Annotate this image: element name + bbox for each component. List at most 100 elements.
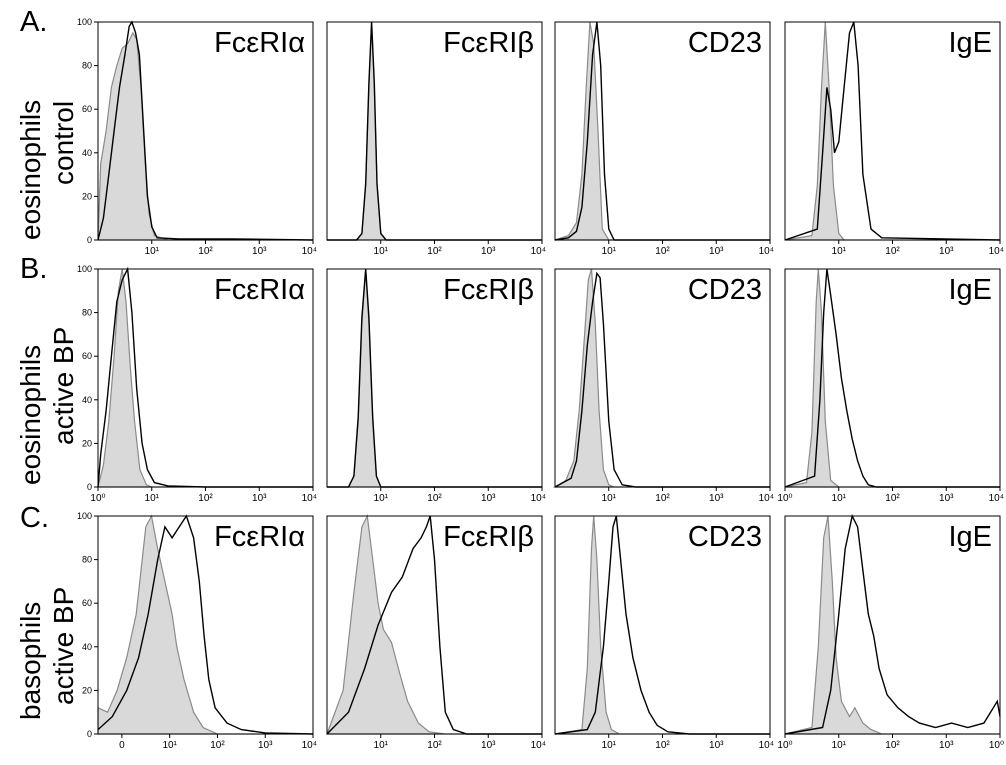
x-tick-label-row3-ige-2: 10² bbox=[885, 740, 900, 751]
x-tick-label-row3-cd23-3: 10⁴ bbox=[759, 740, 774, 751]
marker-label-row3-ige: IgE bbox=[948, 521, 992, 553]
x-tick-label-row2-ige-3: 10³ bbox=[939, 493, 954, 504]
panel-row2-ige: 10⁰ 10¹ 10² 10³ 10⁴ IgE bbox=[777, 268, 1004, 504]
panel-row1-ige: 10¹ 10² 10³ 10⁴ IgE bbox=[784, 21, 1004, 257]
x-tick-label-row2-fceria-3: 10³ bbox=[252, 493, 267, 504]
x-tick-label-row2-ige-4: 10⁴ bbox=[989, 493, 1004, 504]
marker-label-row1-cd23: CD23 bbox=[688, 27, 762, 59]
x-tick-label-row2-fcerib-1: 10² bbox=[427, 493, 442, 504]
sample-histogram-row2-cd23 bbox=[554, 271, 770, 488]
control-histogram-row3-fceria bbox=[97, 514, 313, 735]
x-tick-label-row1-ige-1: 10² bbox=[885, 246, 900, 257]
x-tick-label-row3-ige-0: 10⁰ bbox=[777, 740, 792, 751]
sample-histogram-row1-cd23 bbox=[554, 21, 770, 241]
x-tick-label-row3-fceria-1: 10¹ bbox=[162, 740, 177, 751]
y-tick-label-row1-fceria-1: 20 bbox=[82, 191, 92, 201]
x-tick-label-row3-ige-3: 10³ bbox=[939, 740, 954, 751]
marker-label-row2-fcerib: FcεRIβ bbox=[443, 274, 534, 306]
marker-label-row2-ige: IgE bbox=[948, 274, 992, 306]
y-tick-label-row2-fceria-5: 100 bbox=[77, 264, 92, 274]
panel-row3-ige: 10⁰ 10¹ 10² 10³ 10⁰ IgE bbox=[777, 513, 1004, 751]
y-tick-label-row3-fceria-3: 60 bbox=[82, 598, 92, 608]
marker-label-row3-fcerib: FcεRIβ bbox=[443, 521, 534, 553]
x-tick-label-row1-fceria-0: 10¹ bbox=[145, 246, 160, 257]
x-tick-label-row3-cd23-2: 10³ bbox=[709, 740, 724, 751]
marker-label-row1-fceria: FcεRIα bbox=[214, 27, 305, 59]
y-tick-label-row1-fceria-0: 0 bbox=[87, 235, 92, 245]
row-c-letter: C. bbox=[20, 502, 49, 534]
panel-row2-fcerib: 10¹ 10² 10³ 10⁴ FcεRIβ bbox=[326, 268, 546, 504]
x-tick-label-row3-fcerib-0: 10¹ bbox=[374, 740, 389, 751]
panel-row1-fcerib: 10¹ 10² 10³ 10⁴ FcεRIβ bbox=[326, 21, 546, 257]
x-tick-label-row3-fceria-2: 10² bbox=[210, 740, 225, 751]
x-tick-label-row3-fcerib-2: 10³ bbox=[481, 740, 496, 751]
panel-row1-fceria: 10¹ 10² 10³ 10⁴ 0 20 40 60 80 100 FcεRIα bbox=[77, 17, 317, 257]
row-c-label-cell: basophils bbox=[15, 601, 46, 720]
x-tick-label-row2-ige-2: 10² bbox=[885, 493, 900, 504]
panel-row2-fceria: 10⁰ 10¹ 10² 10³ 10⁴ 0 20 40 60 80 100 FcεRIα bbox=[77, 264, 317, 504]
x-tick-label-row2-cd23-2: 10³ bbox=[709, 493, 724, 504]
y-tick-label-row3-fceria-5: 100 bbox=[77, 511, 92, 521]
x-tick-label-row3-fceria-0: 0 bbox=[119, 740, 125, 751]
x-tick-label-row2-fcerib-2: 10³ bbox=[481, 493, 496, 504]
panel-row3-cd23: 10¹ 10² 10³ 10⁴ CD23 bbox=[554, 515, 774, 751]
y-tick-label-row1-fceria-2: 40 bbox=[82, 148, 92, 158]
marker-label-row2-fceria: FcεRIα bbox=[214, 274, 305, 306]
sample-histogram-row1-fceria bbox=[97, 20, 314, 241]
sample-histogram-row3-fcerib bbox=[326, 515, 542, 735]
x-tick-label-row1-fceria-1: 10² bbox=[198, 246, 213, 257]
x-tick-label-row3-ige-4: 10⁰ bbox=[989, 740, 1004, 751]
x-tick-label-row2-cd23-3: 10⁴ bbox=[759, 493, 774, 504]
y-tick-label-row3-fceria-1: 20 bbox=[82, 685, 92, 695]
x-tick-label-row2-fceria-1: 10¹ bbox=[145, 493, 160, 504]
x-tick-label-row1-cd23-1: 10² bbox=[655, 246, 670, 257]
x-tick-label-row2-cd23-1: 10² bbox=[655, 493, 670, 504]
y-tick-label-row1-fceria-4: 80 bbox=[82, 61, 92, 71]
marker-label-row3-fceria: FcεRIα bbox=[214, 521, 305, 553]
sample-histogram-row2-fceria bbox=[97, 266, 313, 488]
panel-row3-fceria: 0 10¹ 10² 10³ 10⁴ 0 20 40 60 80 100 FcεRIα bbox=[77, 511, 317, 751]
panel-row2-cd23: 10¹ 10² 10³ 10⁴ CD23 bbox=[552, 268, 774, 504]
y-tick-label-row3-fceria-2: 40 bbox=[82, 642, 92, 652]
y-tick-label-row2-fceria-0: 0 bbox=[87, 482, 92, 492]
x-tick-label-row1-fcerib-3: 10⁴ bbox=[531, 246, 546, 257]
sample-histogram-row3-ige bbox=[784, 513, 1001, 735]
y-tick-label-row2-fceria-3: 60 bbox=[82, 351, 92, 361]
row-b-label-condition: active BP bbox=[48, 326, 79, 445]
x-tick-label-row2-fceria-2: 10² bbox=[198, 493, 213, 504]
marker-label-row2-cd23: CD23 bbox=[688, 274, 762, 306]
y-tick-label-row1-fceria-3: 60 bbox=[82, 104, 92, 114]
x-tick-label-row3-fcerib-1: 10² bbox=[427, 740, 442, 751]
control-histogram-row3-ige bbox=[784, 515, 1000, 735]
row-a-letter: A. bbox=[20, 6, 48, 38]
x-tick-label-row2-fcerib-3: 10⁴ bbox=[531, 493, 546, 504]
row-b-label-cell: eosinophils bbox=[15, 344, 46, 485]
y-tick-label-row3-fceria-0: 0 bbox=[87, 729, 92, 739]
y-tick-label-row2-fceria-1: 20 bbox=[82, 438, 92, 448]
x-tick-label-row1-fcerib-2: 10³ bbox=[481, 246, 496, 257]
x-tick-label-row2-fcerib-0: 10¹ bbox=[374, 493, 389, 504]
row-c-label-condition: active BP bbox=[48, 586, 79, 705]
x-tick-label-row3-ige-1: 10¹ bbox=[832, 740, 847, 751]
x-tick-label-row1-ige-0: 10¹ bbox=[832, 246, 847, 257]
x-tick-label-row2-ige-0: 10⁰ bbox=[777, 493, 792, 504]
x-tick-label-row1-cd23-2: 10³ bbox=[709, 246, 724, 257]
panel-frame-row3-fceria bbox=[97, 515, 314, 735]
sample-histogram-row3-cd23 bbox=[554, 515, 770, 735]
panel-row1-cd23: 10¹ 10² 10³ 10⁴ CD23 bbox=[554, 21, 774, 257]
panel-row3-fcerib: 10¹ 10² 10³ 10⁴ FcεRIβ bbox=[326, 513, 546, 751]
control-histogram-row1-fceria bbox=[97, 31, 313, 241]
x-tick-label-row3-fcerib-3: 10⁴ bbox=[531, 740, 546, 751]
y-tick-label-row2-fceria-2: 40 bbox=[82, 395, 92, 405]
sample-histogram-row1-ige bbox=[784, 21, 1001, 241]
x-tick-label-row2-ige-1: 10¹ bbox=[832, 493, 847, 504]
x-tick-label-row2-cd23-0: 10¹ bbox=[602, 493, 617, 504]
x-tick-label-row1-ige-3: 10⁴ bbox=[989, 246, 1004, 257]
marker-label-row1-ige: IgE bbox=[948, 27, 992, 59]
x-tick-label-row3-cd23-1: 10² bbox=[655, 740, 670, 751]
row-a-label-condition: control bbox=[48, 100, 79, 185]
x-tick-label-row3-cd23-0: 10¹ bbox=[602, 740, 617, 751]
x-tick-label-row3-fceria-3: 10³ bbox=[258, 740, 273, 751]
